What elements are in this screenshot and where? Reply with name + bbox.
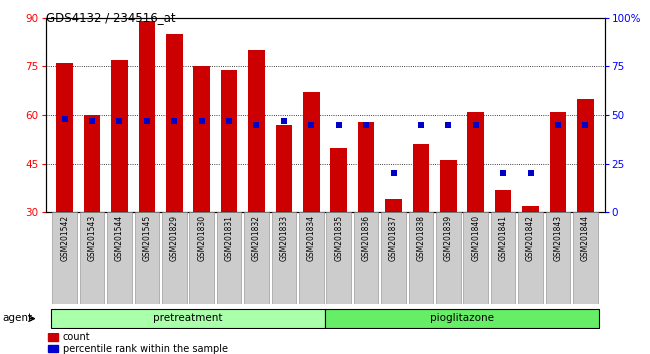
Bar [330,148,347,310]
Text: GSM201830: GSM201830 [197,215,206,261]
Bar [276,125,292,310]
Bar [354,212,378,304]
Text: GSM201543: GSM201543 [88,215,97,261]
Bar [216,212,241,304]
Bar [53,212,77,304]
Text: agent: agent [3,313,32,322]
Bar [80,212,105,304]
Text: GSM201837: GSM201837 [389,215,398,261]
Text: GSM201832: GSM201832 [252,215,261,261]
Bar [48,333,58,341]
Text: GSM201836: GSM201836 [361,215,370,261]
Bar [138,21,155,310]
Bar [523,206,539,310]
Bar [326,212,351,304]
Point [443,122,454,128]
Bar [467,112,484,310]
Bar [303,92,320,310]
Bar [299,212,324,304]
Text: GSM201844: GSM201844 [581,215,590,261]
Point [333,122,344,128]
Bar [550,112,566,310]
Bar [248,50,265,310]
Point [388,171,398,176]
Bar [162,212,187,304]
Bar [358,121,374,310]
Point [498,171,508,176]
Text: GSM201544: GSM201544 [115,215,124,261]
Text: pretreatment: pretreatment [153,313,223,323]
Point [279,118,289,124]
Text: GSM201841: GSM201841 [499,215,508,261]
Bar [573,212,597,304]
Bar [413,144,429,310]
Point [142,118,152,124]
Bar [440,160,456,310]
Point [252,122,262,128]
Text: percentile rank within the sample: percentile rank within the sample [63,344,228,354]
Text: GSM201831: GSM201831 [225,215,233,261]
Text: count: count [63,332,90,342]
Text: GSM201842: GSM201842 [526,215,535,261]
Bar [491,212,515,304]
Bar [194,67,210,310]
Bar [57,63,73,310]
Bar [381,212,406,304]
Point [60,116,70,122]
Text: GSM201838: GSM201838 [417,215,425,261]
Text: GSM201840: GSM201840 [471,215,480,261]
Bar [545,212,570,304]
Point [552,122,563,128]
Bar [84,115,100,310]
Bar [135,212,159,304]
Bar [385,199,402,310]
Point [361,122,371,128]
Text: GSM201835: GSM201835 [334,215,343,261]
Point [114,118,125,124]
Text: pioglitazone: pioglitazone [430,313,494,323]
Text: GSM201829: GSM201829 [170,215,179,261]
Point [580,122,590,128]
Text: GSM201833: GSM201833 [280,215,289,261]
Bar [436,212,461,304]
Text: GSM201542: GSM201542 [60,215,69,261]
Bar [51,309,325,328]
Bar [577,99,593,310]
Point [306,122,317,128]
Point [416,122,426,128]
Bar [166,34,183,310]
Text: GSM201545: GSM201545 [142,215,151,261]
Bar [409,212,434,304]
Point [169,118,179,124]
Point [196,118,207,124]
Bar [495,190,512,310]
Bar [107,212,132,304]
Text: GSM201839: GSM201839 [444,215,453,261]
Point [224,118,234,124]
Text: GDS4132 / 234516_at: GDS4132 / 234516_at [46,11,175,24]
Bar [518,212,543,304]
Bar [272,212,296,304]
Point [525,171,536,176]
Bar [111,60,127,310]
Text: GSM201834: GSM201834 [307,215,316,261]
Point [87,118,98,124]
Point [471,122,481,128]
Bar [221,70,237,310]
Bar [189,212,214,304]
Bar [325,309,599,328]
Bar [244,212,269,304]
Bar [463,212,488,304]
Bar [48,345,58,352]
Text: GSM201843: GSM201843 [553,215,562,261]
